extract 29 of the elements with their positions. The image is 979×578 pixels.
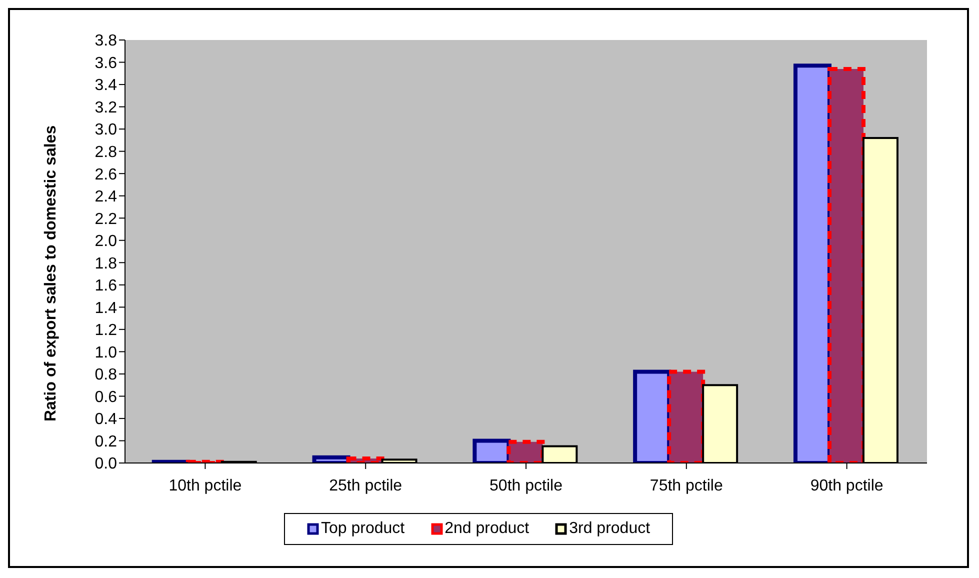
y-tick-label: 0.4 xyxy=(94,411,118,428)
y-tick-label: 1.0 xyxy=(94,344,118,362)
y-tick-label: 0.6 xyxy=(94,388,118,406)
y-axis-title: Ratio of export sales to domestic sales xyxy=(42,125,60,422)
y-tick-label: 3.6 xyxy=(94,54,118,72)
y-tick-label: 0.0 xyxy=(94,456,118,473)
y-tick-label: 2.2 xyxy=(94,210,118,228)
y-tick-label: 2.8 xyxy=(94,144,118,161)
y-tick-label: 3.2 xyxy=(94,99,118,116)
x-tick-label: 90th pctile xyxy=(810,477,884,494)
legend-label: Top product xyxy=(320,520,405,538)
y-tick-label: 0.8 xyxy=(94,366,118,384)
y-tick-label: 2.4 xyxy=(94,188,118,206)
legend-label: 3rd product xyxy=(568,520,650,538)
y-tick-label: 1.4 xyxy=(94,300,118,317)
x-tick-label: 75th pctile xyxy=(650,477,723,494)
y-tick-label: 1.8 xyxy=(94,255,118,272)
y-tick-label: 2.0 xyxy=(94,233,118,250)
legend-label: 2nd product xyxy=(444,520,530,538)
y-tick-label: 1.2 xyxy=(94,322,118,340)
x-tick-label: 25th pctile xyxy=(329,477,402,494)
y-tick-label: 1.6 xyxy=(94,278,118,295)
y-tick-label: 3.0 xyxy=(94,122,118,139)
y-tick-label: 2.6 xyxy=(94,166,118,184)
y-tick-label: 0.2 xyxy=(94,433,118,450)
x-tick-label: 10th pctile xyxy=(168,477,242,494)
y-tick-label: 3.8 xyxy=(94,32,118,50)
x-tick-label: 50th pctile xyxy=(490,477,563,494)
y-tick-label: 3.4 xyxy=(94,77,118,94)
